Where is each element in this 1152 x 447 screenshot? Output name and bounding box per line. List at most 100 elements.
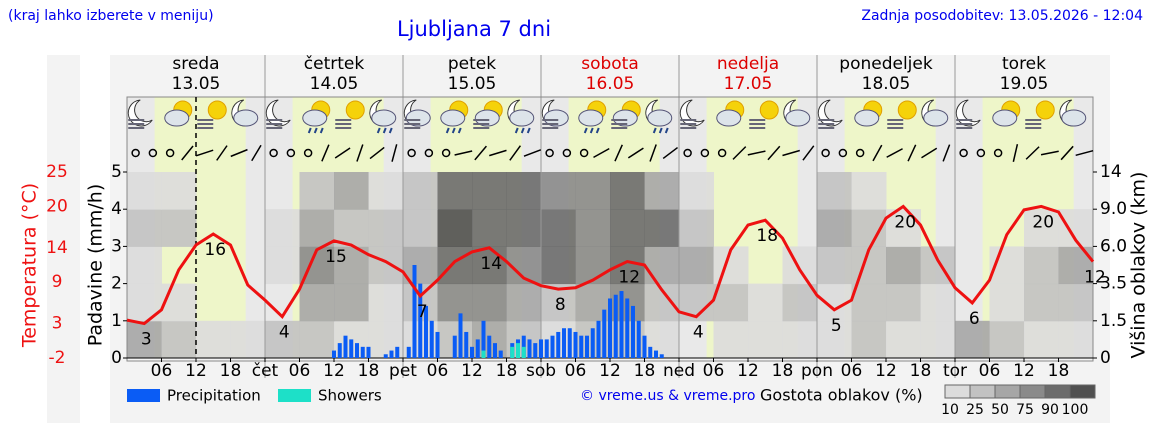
temperature-label: 20	[894, 212, 916, 232]
cloud-cell	[127, 283, 162, 322]
cloud-cell	[541, 209, 576, 247]
precip-bar	[567, 328, 572, 358]
temperature-label: 15	[325, 247, 347, 267]
y2-tick-label: 25	[46, 162, 68, 182]
precip-bar	[429, 320, 434, 358]
sun	[897, 100, 917, 120]
legend-label: Precipitation	[167, 387, 261, 405]
precip-bar	[608, 298, 612, 358]
precip-bar	[619, 291, 624, 358]
fog	[197, 119, 214, 129]
precip-bar	[366, 346, 371, 358]
cloud-cell	[679, 172, 714, 210]
precip-bar	[493, 343, 497, 358]
wind-barb	[627, 147, 644, 159]
cloud-cell	[403, 172, 438, 210]
rain	[307, 127, 324, 134]
y-tick-label: 3	[111, 236, 122, 256]
cloud-cell	[644, 209, 680, 247]
y2-label: Temperatura (°C)	[19, 183, 41, 348]
cloud-cell	[1058, 320, 1094, 359]
x-tick-label: 12	[461, 361, 483, 381]
precip-bar	[585, 335, 589, 358]
weather-icon	[335, 100, 365, 129]
y-tick-label: 1	[111, 311, 122, 331]
wind-calm	[717, 148, 727, 158]
sun	[1035, 100, 1055, 120]
x-tick-label: 06	[565, 361, 587, 381]
weather-icon	[164, 100, 193, 127]
precip-bar	[349, 339, 354, 358]
wind-calm	[562, 148, 572, 158]
x-tick-label: 12	[185, 361, 207, 381]
temp-axis-panel	[47, 55, 80, 423]
x-tick-label: sob	[526, 361, 556, 381]
y3-tick-label: 3.5	[1100, 274, 1127, 294]
wind-calm	[683, 148, 692, 158]
precip-bar	[458, 313, 463, 358]
fog	[611, 119, 628, 129]
precip-bar	[383, 354, 388, 358]
precip-bar	[648, 346, 653, 358]
weather-icon	[611, 100, 641, 129]
cloud-cell	[127, 320, 162, 359]
cloud-cell	[851, 320, 887, 359]
updated: Zadnja posodobitev: 13.05.2026 - 12:04	[861, 8, 1143, 24]
weather-icon	[992, 100, 1021, 127]
wind-barb	[321, 144, 330, 162]
cloud-cell	[368, 283, 404, 322]
wind-barb	[181, 145, 194, 161]
x-tick-label: ned	[663, 361, 695, 381]
fog	[473, 119, 490, 129]
x-tick-label: 12	[737, 361, 759, 381]
y-tick-label: 0	[111, 348, 122, 368]
x-tick-label: pon	[801, 361, 833, 381]
wind-calm	[545, 148, 554, 158]
day-name: petek	[448, 54, 496, 74]
temperature-line	[126, 204, 1095, 326]
cloud	[854, 109, 880, 127]
cloud	[440, 109, 466, 127]
note: (kraj lahko izberete v meniju)	[8, 8, 214, 24]
x-tick-label: 18	[772, 361, 794, 381]
y3-tick-label: 1.5	[1100, 311, 1127, 331]
wind-barb	[662, 146, 679, 160]
x-tick-label: 12	[323, 361, 345, 381]
precip-bar	[556, 331, 561, 358]
x-tick-label: 12	[1013, 361, 1035, 381]
y3-tick-label: 0	[1100, 348, 1111, 368]
precip-bar	[406, 346, 411, 358]
cloud-cell	[817, 172, 852, 210]
weather-icon	[955, 99, 981, 129]
weather-icon	[749, 100, 779, 129]
weather-icon	[1025, 100, 1055, 129]
precip-bar	[337, 343, 342, 358]
cloud-cell	[161, 283, 197, 322]
weather-icon	[645, 99, 673, 134]
x-tick-label: 12	[599, 361, 621, 381]
cloud-cell	[575, 209, 611, 247]
wind-calm	[303, 148, 313, 158]
x-tick-label: 06	[703, 361, 725, 381]
day-date: 14.05	[310, 74, 359, 94]
cloud-cell	[472, 172, 507, 210]
x-tick-label: tor	[943, 361, 967, 381]
day-date: 18.05	[862, 74, 911, 94]
wind-barb	[523, 149, 542, 157]
precip-bar	[481, 320, 486, 358]
title: Ljubljana 7 dni	[397, 17, 551, 41]
cloud-cell	[1024, 283, 1059, 322]
precip-bar	[389, 350, 394, 358]
cloud-cell	[541, 246, 576, 285]
wind-barb	[509, 145, 522, 161]
cloud-cell	[506, 172, 542, 210]
weather-icon	[817, 99, 843, 129]
fog	[818, 119, 835, 129]
y2-tick-label: 14	[46, 238, 68, 258]
cloud-cell	[368, 246, 404, 285]
cloud-legend-title: Gostota oblakov (%)	[760, 386, 923, 405]
fog	[128, 119, 145, 129]
cloud-cell	[1024, 209, 1059, 247]
y3-label: Višina oblakov (km)	[1128, 172, 1150, 359]
